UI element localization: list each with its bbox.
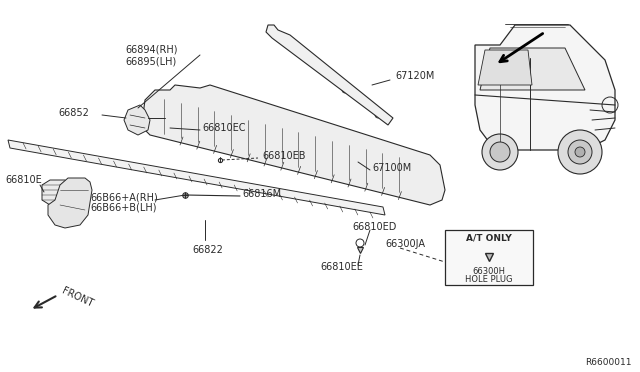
Polygon shape <box>478 50 532 85</box>
Text: 66B66+B(LH): 66B66+B(LH) <box>90 203 157 213</box>
Text: A/T ONLY: A/T ONLY <box>466 234 512 243</box>
Text: FRONT: FRONT <box>60 285 94 309</box>
Text: 66895(LH): 66895(LH) <box>125 57 176 67</box>
Text: 66810EB: 66810EB <box>262 151 305 161</box>
Text: 66B66+A(RH): 66B66+A(RH) <box>90 192 157 202</box>
Polygon shape <box>8 140 385 215</box>
Polygon shape <box>124 105 150 135</box>
Polygon shape <box>475 25 615 150</box>
Text: 66810EC: 66810EC <box>202 123 246 133</box>
Text: 66822: 66822 <box>192 245 223 255</box>
Bar <box>445 230 533 285</box>
Polygon shape <box>266 25 393 125</box>
Circle shape <box>575 147 585 157</box>
Text: 66810EE: 66810EE <box>320 262 363 272</box>
Text: 66300H: 66300H <box>472 266 506 276</box>
Text: 66852: 66852 <box>58 108 89 118</box>
Polygon shape <box>143 85 445 205</box>
Polygon shape <box>480 48 585 90</box>
Text: R6600011: R6600011 <box>586 358 632 367</box>
Polygon shape <box>48 178 92 228</box>
Text: HOLE PLUG: HOLE PLUG <box>465 275 513 283</box>
Text: 67100M: 67100M <box>372 163 412 173</box>
Text: 66810E: 66810E <box>5 175 42 185</box>
Circle shape <box>482 134 518 170</box>
Text: 66300JA: 66300JA <box>385 239 425 249</box>
Circle shape <box>568 140 592 164</box>
Polygon shape <box>42 180 70 205</box>
Text: 66894(RH): 66894(RH) <box>125 45 177 55</box>
Circle shape <box>558 130 602 174</box>
Text: 66810ED: 66810ED <box>352 222 396 232</box>
Text: 67120M: 67120M <box>395 71 435 81</box>
Text: 66816M: 66816M <box>242 189 281 199</box>
Circle shape <box>490 142 510 162</box>
